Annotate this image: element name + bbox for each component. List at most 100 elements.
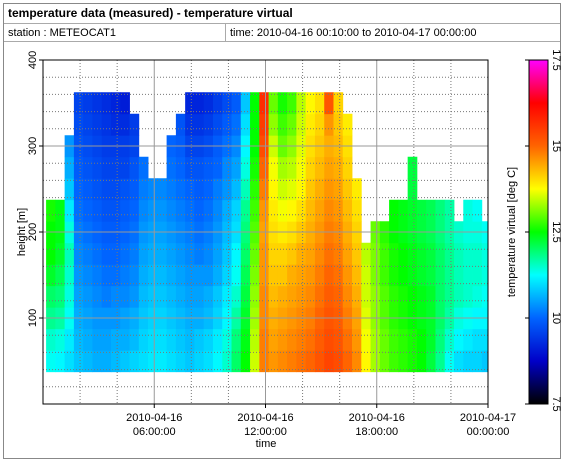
heat-cell [250,285,260,308]
heat-cell [240,199,251,222]
heat-cell [463,264,473,287]
heat-cell [129,199,140,222]
heat-cell [83,178,93,201]
heat-cell [240,92,251,115]
colorbar-tick-label: 10 [550,312,562,324]
heat-cell [444,350,455,373]
heat-cell [203,156,214,179]
heat-cell [240,113,251,136]
heat-cell [472,350,483,373]
heat-cell [342,199,353,222]
heat-cell [240,242,251,265]
x-tick-label: 2010-04-16 12:00:00 [237,412,294,438]
heat-cell [250,113,260,136]
heat-cell [370,285,381,308]
heat-cell [287,156,297,179]
heat-cell [185,242,195,265]
heat-cell [185,350,195,373]
heat-cell [361,242,371,265]
heat-cell [314,92,325,115]
heat-cell [101,92,112,115]
heat-cell [305,199,316,222]
heat-cell [120,264,130,287]
heat-cell [481,328,488,351]
heat-cell [212,285,223,308]
heat-cell [352,350,362,373]
heat-cell [194,199,205,222]
heat-cell [416,242,427,265]
heat-cell [157,285,168,308]
heat-cell [240,156,251,179]
heat-cell [231,350,242,373]
heat-cell [83,242,93,265]
heat-cell [352,264,362,287]
heat-cell [166,156,177,179]
heat-cell [110,285,121,308]
colorbar-tick-label: 7.5 [550,396,562,411]
heat-cell [83,199,93,222]
heat-cell [157,199,168,222]
heat-cell [268,113,279,136]
heat-cell [46,242,56,265]
heat-cell [389,328,399,351]
heat-cell [259,350,269,373]
heat-cell [92,92,103,115]
heat-cell [73,350,84,373]
heat-cell [296,350,307,373]
heat-cell [101,199,112,222]
heat-cell [148,328,158,351]
heat-cell [64,178,75,201]
heat-cell [129,264,140,287]
heat-cell [305,178,316,201]
heat-cell [194,264,205,287]
heat-cell [166,264,177,287]
x-tick-label: 2010-04-16 18:00:00 [348,412,405,438]
heat-cell [259,92,269,115]
heat-cell [379,264,390,287]
heat-cell [389,350,399,373]
heat-cell [194,285,205,308]
heat-cell [324,113,334,136]
heat-cell [240,178,251,201]
heat-cell [398,285,409,308]
heat-cell [203,113,214,136]
heat-cell [240,285,251,308]
heat-cell [296,92,307,115]
heat-cell [240,264,251,287]
heat-cell [203,178,214,201]
heat-cell [379,242,390,265]
heat-cell [277,328,288,351]
heat-cell [268,199,279,222]
heat-cell [481,285,488,308]
heat-cell [444,242,455,265]
heat-cell [324,242,334,265]
heat-cell [101,350,112,373]
heat-cell [138,242,149,265]
heat-cell [472,264,483,287]
heat-cell [416,264,427,287]
heat-cell [138,350,149,373]
heat-cell [398,264,409,287]
heat-cell [101,156,112,179]
heat-cell [333,156,344,179]
colorbar-tick-label: 15 [550,140,562,152]
heat-cell [250,328,260,351]
heat-cell [481,242,488,265]
heat-cell [435,285,446,308]
heat-cell [250,92,260,115]
heat-cell [268,285,279,308]
heat-cell [222,328,232,351]
heat-cell [110,113,121,136]
heat-cell [435,242,446,265]
heat-cell [268,264,279,287]
heat-cell [231,199,242,222]
heat-cell [73,199,84,222]
heat-cell [333,92,344,115]
x-axis-label: time [256,438,277,450]
heat-cell [296,178,307,201]
heat-cell [296,156,307,179]
heat-cell [129,113,140,136]
heat-cell [101,242,112,265]
heat-cell [101,178,112,201]
